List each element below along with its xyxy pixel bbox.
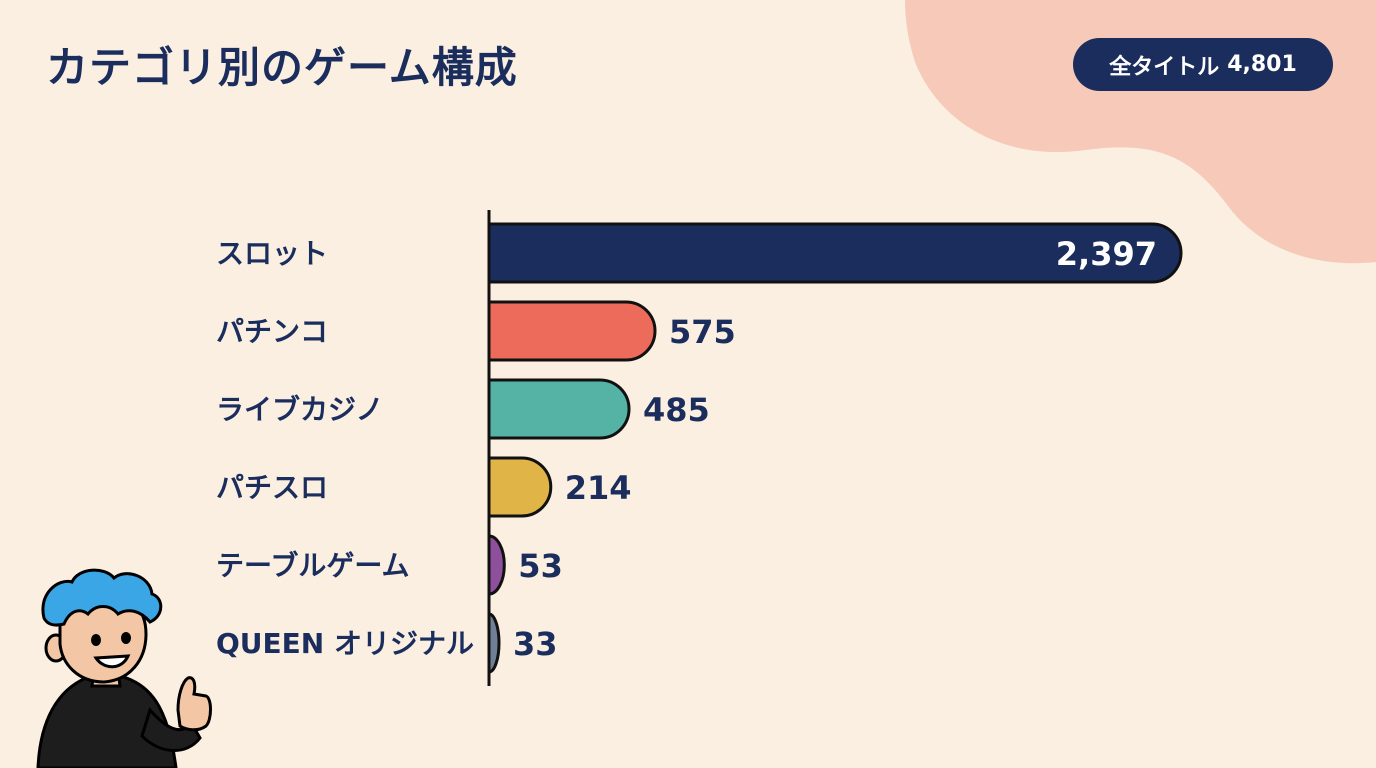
bar: [487, 300, 657, 362]
total-titles-badge: 全タイトル 4,801: [1073, 38, 1333, 91]
value-label: 2,397: [1056, 235, 1157, 273]
value-label: 33: [513, 625, 558, 663]
bar: [487, 222, 1183, 284]
value-label: 214: [565, 469, 632, 507]
total-titles-value: 4,801: [1227, 52, 1297, 77]
page-title: カテゴリ別のゲーム構成: [46, 43, 518, 92]
bar: [487, 456, 553, 518]
thumbs-up-boy-mascot-icon: [36, 568, 212, 768]
total-titles-label: 全タイトル: [1109, 54, 1220, 80]
value-label: 575: [669, 313, 736, 351]
category-label: パチンコ: [216, 315, 328, 348]
bar: [487, 612, 501, 674]
value-label: 485: [643, 391, 710, 429]
bar: [487, 378, 631, 440]
category-label: パチスロ: [216, 471, 328, 504]
category-label: ライブカジノ: [216, 393, 383, 426]
bar: [487, 534, 506, 596]
value-label: 53: [518, 547, 563, 585]
category-label: テーブルゲーム: [216, 549, 409, 582]
category-label: スロット: [216, 237, 328, 270]
category-label: QUEEN オリジナル: [216, 627, 474, 660]
